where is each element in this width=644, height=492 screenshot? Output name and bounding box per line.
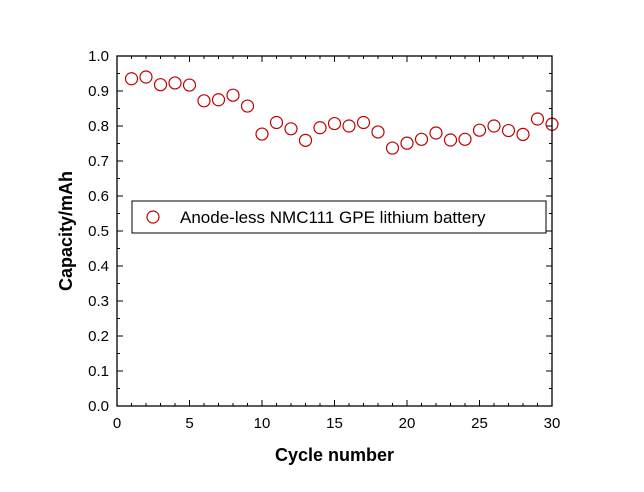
data-point xyxy=(226,88,240,102)
data-point xyxy=(240,99,255,113)
data-point xyxy=(530,112,545,126)
data-point xyxy=(443,133,458,147)
data-point xyxy=(516,127,530,141)
x-tick-label: 20 xyxy=(399,415,416,432)
y-tick-label: 0.3 xyxy=(88,293,109,310)
data-point xyxy=(356,115,371,130)
tick-labels: 0 5 10 15 20 25 30 0.0 0.1 0.2 0.3 0.4 0.5 0.6 0.7 0.8 0… xyxy=(88,48,560,432)
legend-marker xyxy=(146,210,160,224)
data-point xyxy=(429,126,443,140)
y-tick-label: 0.2 xyxy=(88,328,109,345)
data-point xyxy=(313,121,327,135)
x-axis-label: Cycle number xyxy=(275,445,394,465)
x-tick-label: 0 xyxy=(113,415,121,432)
y-tick-label: 0.0 xyxy=(88,398,109,415)
x-tick-label: 15 xyxy=(326,415,343,432)
data-point xyxy=(211,93,226,107)
y-tick-label: 0.5 xyxy=(88,223,109,240)
data-point xyxy=(342,119,356,133)
x-tick-label: 5 xyxy=(185,415,193,432)
x-tick-label: 30 xyxy=(544,415,561,432)
legend-label: Anode-less NMC111 GPE lithium battery xyxy=(180,208,486,227)
data-point xyxy=(284,122,298,136)
data-point xyxy=(400,136,414,150)
data-point xyxy=(298,133,313,147)
legend-box xyxy=(131,200,547,234)
data-point xyxy=(414,132,429,146)
data-point xyxy=(139,70,153,84)
y-axis-label: Capacity/mAh xyxy=(56,171,76,291)
data-point xyxy=(124,72,139,86)
data-point xyxy=(269,115,284,130)
data-point xyxy=(255,127,269,141)
y-tick-label: 0.6 xyxy=(88,188,109,205)
plot-frame xyxy=(116,55,553,407)
data-point xyxy=(153,78,168,92)
data-point xyxy=(385,141,400,155)
data-point xyxy=(458,132,472,146)
y-tick-label: 0.4 xyxy=(88,258,109,275)
y-tick-label: 0.9 xyxy=(88,83,109,100)
data-point xyxy=(487,119,501,133)
x-tick-label: 10 xyxy=(254,415,271,432)
y-tick-label: 0.1 xyxy=(88,363,109,380)
data-point xyxy=(168,76,182,90)
y-tick-label: 1.0 xyxy=(88,48,109,65)
x-tick-label: 25 xyxy=(471,415,488,432)
y-tick-label: 0.8 xyxy=(88,118,109,135)
data-point xyxy=(182,78,197,92)
data-point xyxy=(327,116,342,131)
legend: Anode-less NMC111 GPE lithium battery xyxy=(131,200,547,234)
data-point xyxy=(472,123,487,137)
y-tick-label: 0.7 xyxy=(88,153,109,170)
data-point xyxy=(501,123,516,138)
data-points xyxy=(124,70,559,155)
data-point xyxy=(371,125,385,139)
data-point xyxy=(197,94,211,108)
